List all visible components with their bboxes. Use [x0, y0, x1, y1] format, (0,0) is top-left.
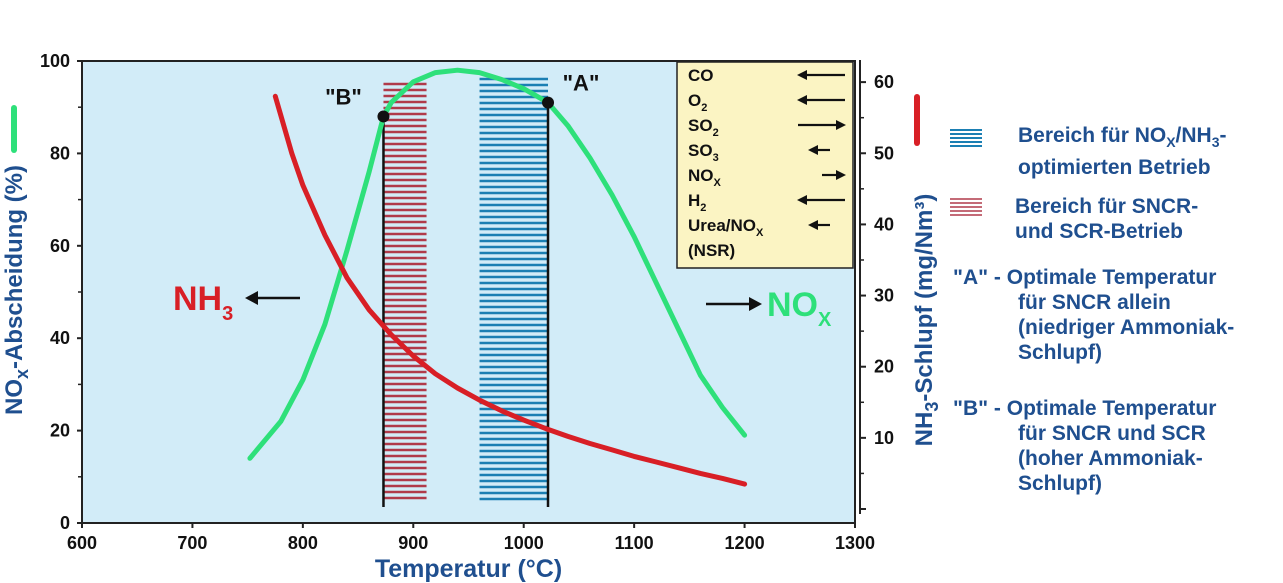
y-right-tick-label: 20	[874, 357, 894, 377]
effects-arrow-head	[797, 70, 807, 80]
legend-point-b: "B" - Optimale Temperatur für SNCR und S…	[953, 397, 1217, 495]
effects-item-label: Urea/NOX	[688, 216, 764, 239]
effects-item-label: H2	[688, 191, 706, 214]
effects-item-label: (NSR)	[688, 241, 735, 260]
x-tick-label: 900	[398, 533, 428, 553]
point-marker	[542, 96, 555, 109]
effects-item-label: O2	[688, 91, 707, 114]
legend-band-blue-text: Bereich für NOX/NH3- optimierten Betrieb	[1018, 124, 1227, 180]
y-left-tick-label: 80	[50, 143, 70, 163]
legend-swatch-blue	[950, 129, 982, 147]
y-right-tick-label: 60	[874, 72, 894, 92]
x-tick-label: 800	[288, 533, 318, 553]
y-left-axis-label: NOx-Abscheidung (%)	[1, 165, 32, 415]
point-label: "A"	[563, 71, 600, 96]
y-left-tick-label: 60	[50, 236, 70, 256]
nox-arrow-head	[749, 297, 762, 311]
y-left-tick-label: 20	[50, 421, 70, 441]
legend-swatch-red	[950, 198, 982, 216]
y-right-axis-label: NH3-Schlupf (mg/Nm³)	[911, 194, 942, 447]
x-tick-label: 1100	[615, 533, 654, 553]
effects-arrow-head	[797, 95, 807, 105]
x-tick-label: 1300	[835, 533, 875, 553]
effects-arrow-head	[836, 170, 846, 180]
y-right-tick-label: 50	[874, 143, 894, 163]
x-tick-label: 1200	[725, 533, 765, 553]
x-tick-label: 1000	[504, 533, 544, 553]
x-axis-label: Temperatur (°C)	[375, 555, 562, 583]
legend-point-a: "A" - Optimale Temperatur für SNCR allei…	[953, 266, 1235, 364]
effects-item-label: SO2	[688, 116, 719, 139]
nh3-series-label: NH3	[173, 280, 233, 325]
y-left-tick-label: 40	[50, 328, 70, 348]
effects-arrow-head	[797, 195, 807, 205]
effects-item-label: NOX	[688, 166, 722, 189]
nox-series-label: NOX	[767, 286, 832, 331]
y-right-tick-label: 40	[874, 214, 894, 234]
series-line-nox	[247, 67, 748, 461]
x-tick-label: 700	[177, 533, 207, 553]
effects-box	[676, 61, 854, 269]
x-tick-label: 600	[67, 533, 97, 553]
effects-arrow-head	[808, 145, 818, 155]
effects-arrow-head	[836, 120, 846, 130]
y-left-tick-label: 0	[60, 513, 70, 533]
y-right-tick-label: 10	[874, 428, 894, 448]
series-line-nh3	[272, 93, 748, 487]
effects-arrow-head	[808, 220, 818, 230]
effects-item-label: CO	[688, 66, 714, 85]
legend-band-red-text: Bereich für SNCR- und SCR-Betrieb	[1015, 195, 1199, 243]
effects-item-label: SO3	[688, 141, 719, 164]
nh3-arrow-head	[245, 291, 258, 305]
point-label: "B"	[325, 84, 362, 109]
y-left-tick-label: 100	[40, 51, 70, 71]
y-right-tick-label: 30	[874, 286, 894, 306]
point-marker	[377, 110, 390, 123]
